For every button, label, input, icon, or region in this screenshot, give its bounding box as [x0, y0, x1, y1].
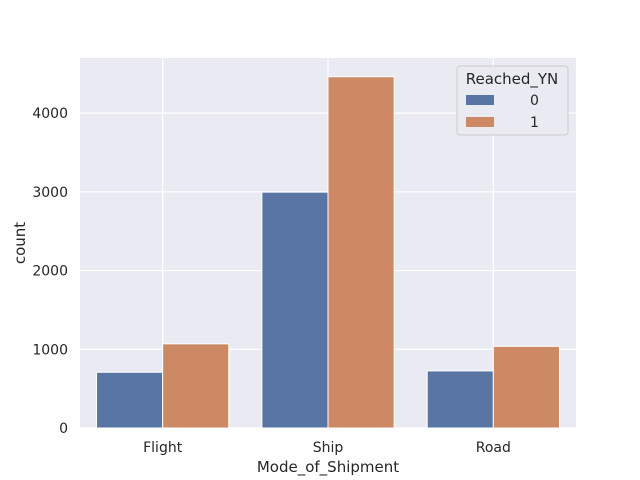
legend-swatch-1 [466, 117, 494, 127]
y-axis-ticks: 0 1000 2000 3000 4000 [32, 106, 68, 437]
legend-title: Reached_YN [466, 70, 559, 89]
bar-flight-0 [96, 371, 164, 429]
bar-ship-1 [327, 76, 395, 429]
y-tick-label-3: 3000 [32, 185, 68, 201]
bar-road-0 [426, 370, 494, 429]
x-axis-label: Mode_of_Shipment [257, 458, 399, 477]
y-tick-label-2: 2000 [32, 264, 68, 280]
x-axis-ticks: Flight Ship Road [143, 440, 511, 456]
x-tick-label-flight: Flight [143, 440, 183, 456]
y-tick-label-1: 1000 [32, 342, 68, 358]
legend-label-0: 0 [530, 93, 539, 109]
y-axis-label: count [11, 222, 29, 264]
y-tick-label-4: 4000 [32, 106, 68, 122]
bar-ship-0 [261, 191, 329, 429]
legend-swatch-0 [466, 95, 494, 105]
bar-road-1 [492, 345, 560, 429]
legend-label-1: 1 [530, 115, 539, 131]
bar-flight-1 [162, 343, 230, 429]
legend: Reached_YN 0 1 [456, 65, 569, 136]
bars [96, 76, 560, 429]
y-tick-label-0: 0 [59, 421, 68, 437]
x-tick-label-road: Road [476, 440, 511, 456]
x-tick-label-ship: Ship [313, 440, 344, 456]
